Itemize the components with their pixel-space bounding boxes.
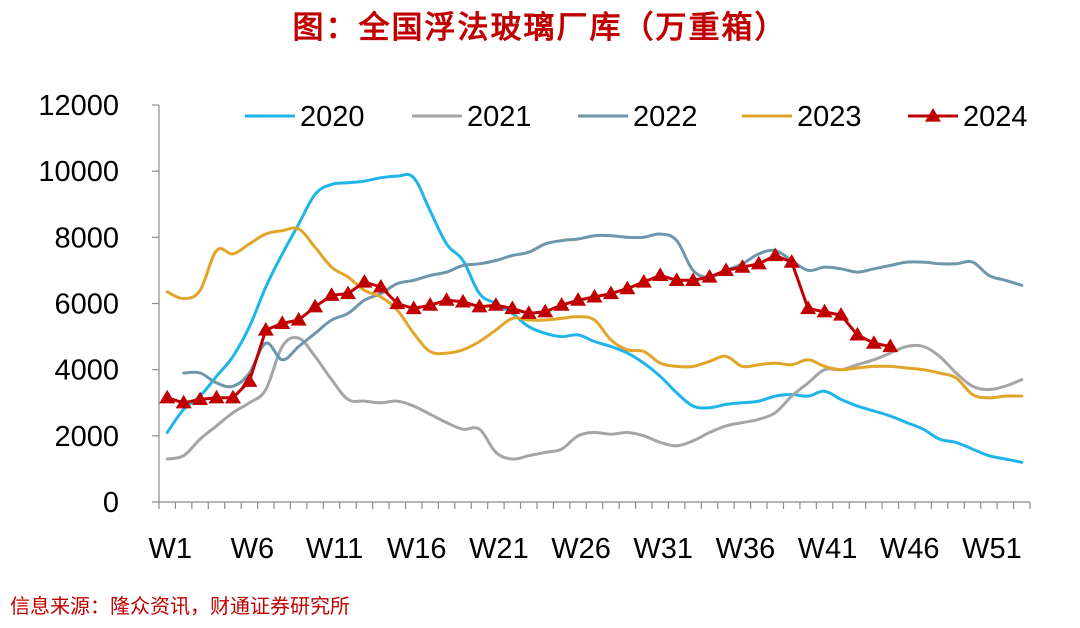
chart-series xyxy=(159,172,1024,464)
series-marker-2024 xyxy=(800,300,817,315)
series-marker-2024 xyxy=(257,321,274,336)
y-tick-label: 6000 xyxy=(54,289,119,321)
x-tick-label: W6 xyxy=(231,533,275,565)
series-marker-2024 xyxy=(208,389,225,404)
series-line-2023 xyxy=(165,226,1024,400)
series-marker-2024 xyxy=(471,298,488,313)
series-marker-2024 xyxy=(750,255,767,270)
y-tick-label: 8000 xyxy=(54,222,119,254)
y-tick-label: 12000 xyxy=(38,90,119,122)
series-marker-2024 xyxy=(652,267,669,281)
x-tick-label: W1 xyxy=(148,533,192,565)
series-marker-2024 xyxy=(833,307,850,321)
series-marker-2024 xyxy=(668,272,685,286)
series-marker-2024 xyxy=(175,394,192,409)
series-marker-2024 xyxy=(734,259,751,273)
legend-item-2020: 2020 xyxy=(245,101,365,133)
chart-axes: 0 2000 4000 6000 8000 10000 12000 W1 W6 W11 W16 W21… xyxy=(38,90,1031,565)
legend-item-2024: 2024 xyxy=(908,101,1028,133)
x-tick-label: W11 xyxy=(306,533,363,565)
series-marker-2024 xyxy=(882,338,899,353)
x-tick-label: W36 xyxy=(716,533,776,565)
series-marker-2024 xyxy=(438,292,455,306)
series-marker-2024 xyxy=(192,391,209,406)
legend-marker xyxy=(925,108,941,122)
series-marker-2024 xyxy=(619,280,636,295)
x-tick-label: W31 xyxy=(633,533,693,565)
y-tick-label: 10000 xyxy=(38,156,119,188)
series-marker-2024 xyxy=(487,297,504,311)
series-marker-2024 xyxy=(224,389,241,404)
x-tick-label: W21 xyxy=(469,533,529,565)
series-marker-2024 xyxy=(717,262,734,277)
y-tick-label: 4000 xyxy=(54,355,119,387)
chart-legend: 2020 2021 2022 2023 2024 xyxy=(245,101,1028,133)
series-marker-2024 xyxy=(504,300,521,315)
series-2024 xyxy=(159,247,899,409)
legend-label: 2024 xyxy=(963,101,1028,133)
legend-item-2023: 2023 xyxy=(742,101,862,133)
series-marker-2024 xyxy=(290,312,307,326)
source-note: 信息来源：隆众资讯，财通证券研究所 xyxy=(10,594,350,618)
x-tick-label: W26 xyxy=(551,533,611,565)
series-marker-2024 xyxy=(849,326,866,341)
series-marker-2024 xyxy=(553,297,570,311)
series-marker-2024 xyxy=(537,303,554,318)
series-line-2021 xyxy=(165,335,1024,461)
series-marker-2024 xyxy=(372,278,389,293)
series-marker-2024 xyxy=(570,292,587,306)
series-marker-2024 xyxy=(339,285,356,300)
series-2021 xyxy=(165,335,1024,461)
series-marker-2024 xyxy=(816,303,833,318)
series-marker-2024 xyxy=(685,272,702,286)
series-marker-2024 xyxy=(323,287,340,301)
series-marker-2024 xyxy=(455,293,472,308)
series-marker-2024 xyxy=(389,295,406,310)
legend-item-2021: 2021 xyxy=(412,101,532,133)
series-line-2022 xyxy=(182,232,1024,389)
series-marker-2024 xyxy=(274,315,291,329)
series-marker-2024 xyxy=(422,297,439,311)
x-tick-label: W46 xyxy=(880,533,940,565)
legend-label: 2022 xyxy=(633,101,698,133)
series-2023 xyxy=(165,226,1024,400)
series-marker-2024 xyxy=(356,273,373,288)
x-tick-label: W16 xyxy=(387,533,447,565)
x-tick-label: W51 xyxy=(962,533,1022,565)
legend-item-2022: 2022 xyxy=(578,101,698,133)
legend-label: 2021 xyxy=(467,101,532,133)
series-marker-2024 xyxy=(635,273,652,288)
series-marker-2024 xyxy=(405,300,422,315)
series-2020 xyxy=(165,172,1024,464)
series-marker-2024 xyxy=(865,335,882,349)
chart-title: 图：全国浮法玻璃厂库（万重箱） xyxy=(292,10,788,46)
legend-label: 2023 xyxy=(797,101,862,133)
series-marker-2024 xyxy=(586,288,603,303)
series-marker-2024 xyxy=(159,389,176,404)
series-marker-2024 xyxy=(602,285,619,300)
series-line-2020 xyxy=(165,172,1024,464)
x-tick-label: W41 xyxy=(798,533,858,565)
series-marker-2024 xyxy=(241,373,258,387)
series-marker-2024 xyxy=(701,269,718,283)
series-marker-2024 xyxy=(767,247,784,262)
y-tick-label: 2000 xyxy=(54,421,119,453)
legend-label: 2020 xyxy=(300,101,365,133)
series-line-2024 xyxy=(165,254,892,405)
y-tick-label: 0 xyxy=(103,487,119,519)
series-marker-2024 xyxy=(307,298,324,313)
series-2022 xyxy=(182,232,1024,389)
series-marker-2024 xyxy=(783,254,800,268)
series-marker-2024 xyxy=(520,305,537,320)
